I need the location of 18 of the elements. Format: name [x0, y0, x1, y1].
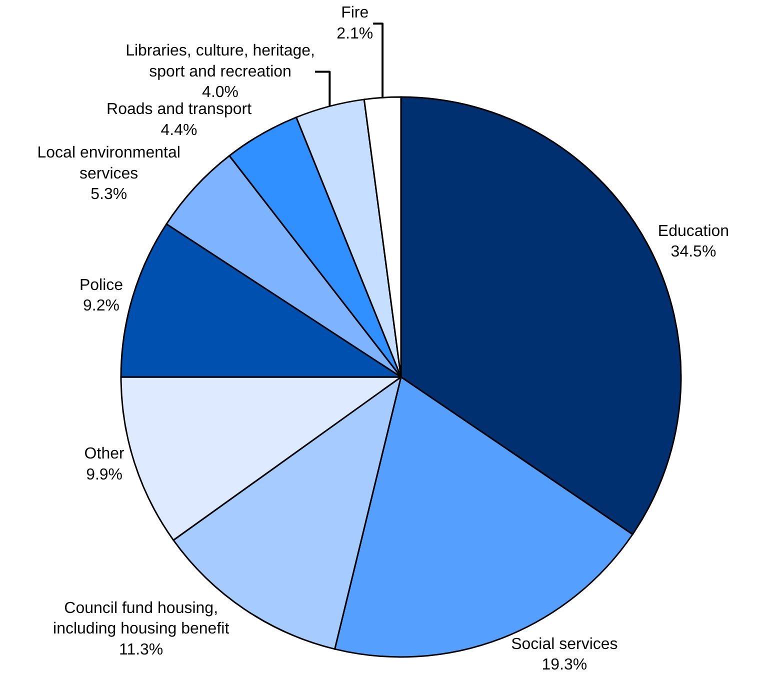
slice-label: Council fund housing, including housing benefit — [53, 600, 230, 638]
slice-label: Libraries, culture, heritage, sport and recreation — [126, 42, 316, 80]
data-label: 4.0% — [202, 84, 239, 102]
slice-label: Education — [658, 222, 730, 240]
data-label: 2.1% — [336, 26, 374, 43]
data-label: 9.9% — [86, 466, 123, 484]
slice-label: Fire — [341, 4, 369, 22]
slice-label: Local environmental services — [37, 144, 180, 182]
data-label: 19.3% — [542, 656, 588, 674]
data-label: 34.5% — [670, 244, 716, 261]
data-label: 4.4% — [160, 122, 198, 139]
data-label: 11.3% — [118, 642, 164, 659]
slice-label: Roads and transport — [106, 101, 252, 118]
slice-label: Social services — [511, 636, 618, 653]
data-label: 5.3% — [90, 186, 128, 204]
slice-label: Police — [79, 276, 124, 294]
data-label: 9.2% — [83, 298, 120, 315]
slice-label: Other — [84, 446, 125, 463]
